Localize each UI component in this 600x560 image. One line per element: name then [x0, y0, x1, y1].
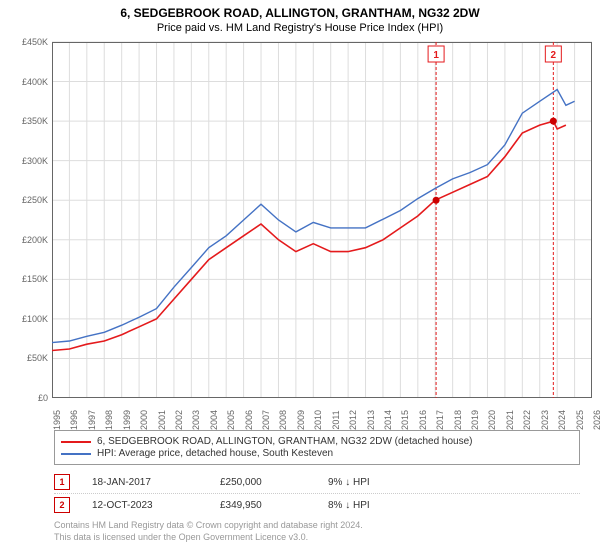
x-axis-labels: 1995199619971998199920002001200220032004…: [52, 402, 586, 424]
x-tick-label: 2011: [331, 410, 341, 429]
page-title: 6, SEDGEBROOK ROAD, ALLINGTON, GRANTHAM,…: [8, 6, 592, 20]
x-tick-label: 1999: [122, 410, 132, 430]
y-tick-label: £300K: [22, 156, 52, 166]
legend-label: 6, SEDGEBROOK ROAD, ALLINGTON, GRANTHAM,…: [97, 436, 473, 447]
footer-text: Contains HM Land Registry data © Crown c…: [54, 520, 580, 543]
x-tick-label: 2024: [557, 410, 567, 430]
y-tick-label: £50K: [27, 353, 52, 363]
legend-swatch: [61, 453, 91, 455]
x-tick-label: 2006: [244, 410, 254, 430]
x-tick-label: 2003: [191, 410, 201, 430]
x-tick-label: 2012: [348, 410, 358, 430]
x-tick-label: 1997: [87, 410, 97, 430]
x-tick-label: 2016: [418, 410, 428, 430]
x-tick-label: 2020: [487, 410, 497, 430]
x-tick-label: 2021: [505, 410, 515, 430]
y-tick-label: £0: [38, 393, 52, 403]
price-chart: 12 £0£50K£100K£150K£200K£250K£300K£350K£…: [52, 38, 586, 398]
x-tick-label: 2015: [400, 410, 410, 430]
x-tick-label: 2013: [366, 410, 376, 430]
x-tick-label: 2001: [157, 410, 167, 430]
x-tick-label: 2026: [592, 410, 600, 430]
x-tick-label: 1995: [52, 410, 62, 430]
y-tick-label: £200K: [22, 235, 52, 245]
x-tick-label: 2008: [278, 410, 288, 430]
y-tick-label: £450K: [22, 37, 52, 47]
x-tick-label: 2002: [174, 410, 184, 430]
marker-row: 1 18-JAN-2017 £250,000 9% ↓ HPI: [54, 471, 580, 494]
marker-price: £250,000: [220, 477, 320, 488]
y-tick-label: £400K: [22, 77, 52, 87]
y-tick-label: £250K: [22, 195, 52, 205]
marker-badge: 1: [54, 474, 70, 490]
x-tick-label: 2010: [313, 410, 323, 430]
footer-line-1: Contains HM Land Registry data © Crown c…: [54, 520, 580, 532]
marker-delta: 8% ↓ HPI: [328, 500, 428, 511]
legend-label: HPI: Average price, detached house, Sout…: [97, 448, 333, 459]
x-tick-label: 2025: [575, 410, 585, 430]
legend: 6, SEDGEBROOK ROAD, ALLINGTON, GRANTHAM,…: [54, 430, 580, 465]
x-tick-label: 1996: [69, 410, 79, 430]
x-tick-label: 2022: [522, 410, 532, 430]
footer-line-2: This data is licensed under the Open Gov…: [54, 532, 580, 544]
x-tick-label: 2009: [296, 410, 306, 430]
marker-price: £349,950: [220, 500, 320, 511]
x-tick-label: 2023: [540, 410, 550, 430]
x-tick-label: 2018: [453, 410, 463, 430]
y-tick-label: £150K: [22, 274, 52, 284]
x-tick-label: 2005: [226, 410, 236, 430]
marker-table: 1 18-JAN-2017 £250,000 9% ↓ HPI 2 12-OCT-2023…: [54, 471, 580, 516]
x-tick-label: 1998: [104, 410, 114, 430]
marker-date: 18-JAN-2017: [92, 477, 212, 488]
x-tick-label: 2019: [470, 410, 480, 430]
marker-badge: 2: [54, 497, 70, 513]
page-subtitle: Price paid vs. HM Land Registry's House …: [8, 22, 592, 34]
x-tick-label: 2017: [435, 410, 445, 430]
marker-delta: 9% ↓ HPI: [328, 477, 428, 488]
svg-text:2: 2: [551, 50, 557, 61]
y-tick-label: £100K: [22, 314, 52, 324]
legend-item: HPI: Average price, detached house, Sout…: [61, 448, 573, 459]
x-tick-label: 2014: [383, 410, 393, 430]
x-tick-label: 2007: [261, 410, 271, 430]
x-tick-label: 2000: [139, 410, 149, 430]
marker-date: 12-OCT-2023: [92, 500, 212, 511]
legend-item: 6, SEDGEBROOK ROAD, ALLINGTON, GRANTHAM,…: [61, 436, 573, 447]
x-tick-label: 2004: [209, 410, 219, 430]
y-tick-label: £350K: [22, 116, 52, 126]
marker-row: 2 12-OCT-2023 £349,950 8% ↓ HPI: [54, 494, 580, 516]
legend-swatch: [61, 441, 91, 443]
svg-text:1: 1: [433, 50, 439, 61]
